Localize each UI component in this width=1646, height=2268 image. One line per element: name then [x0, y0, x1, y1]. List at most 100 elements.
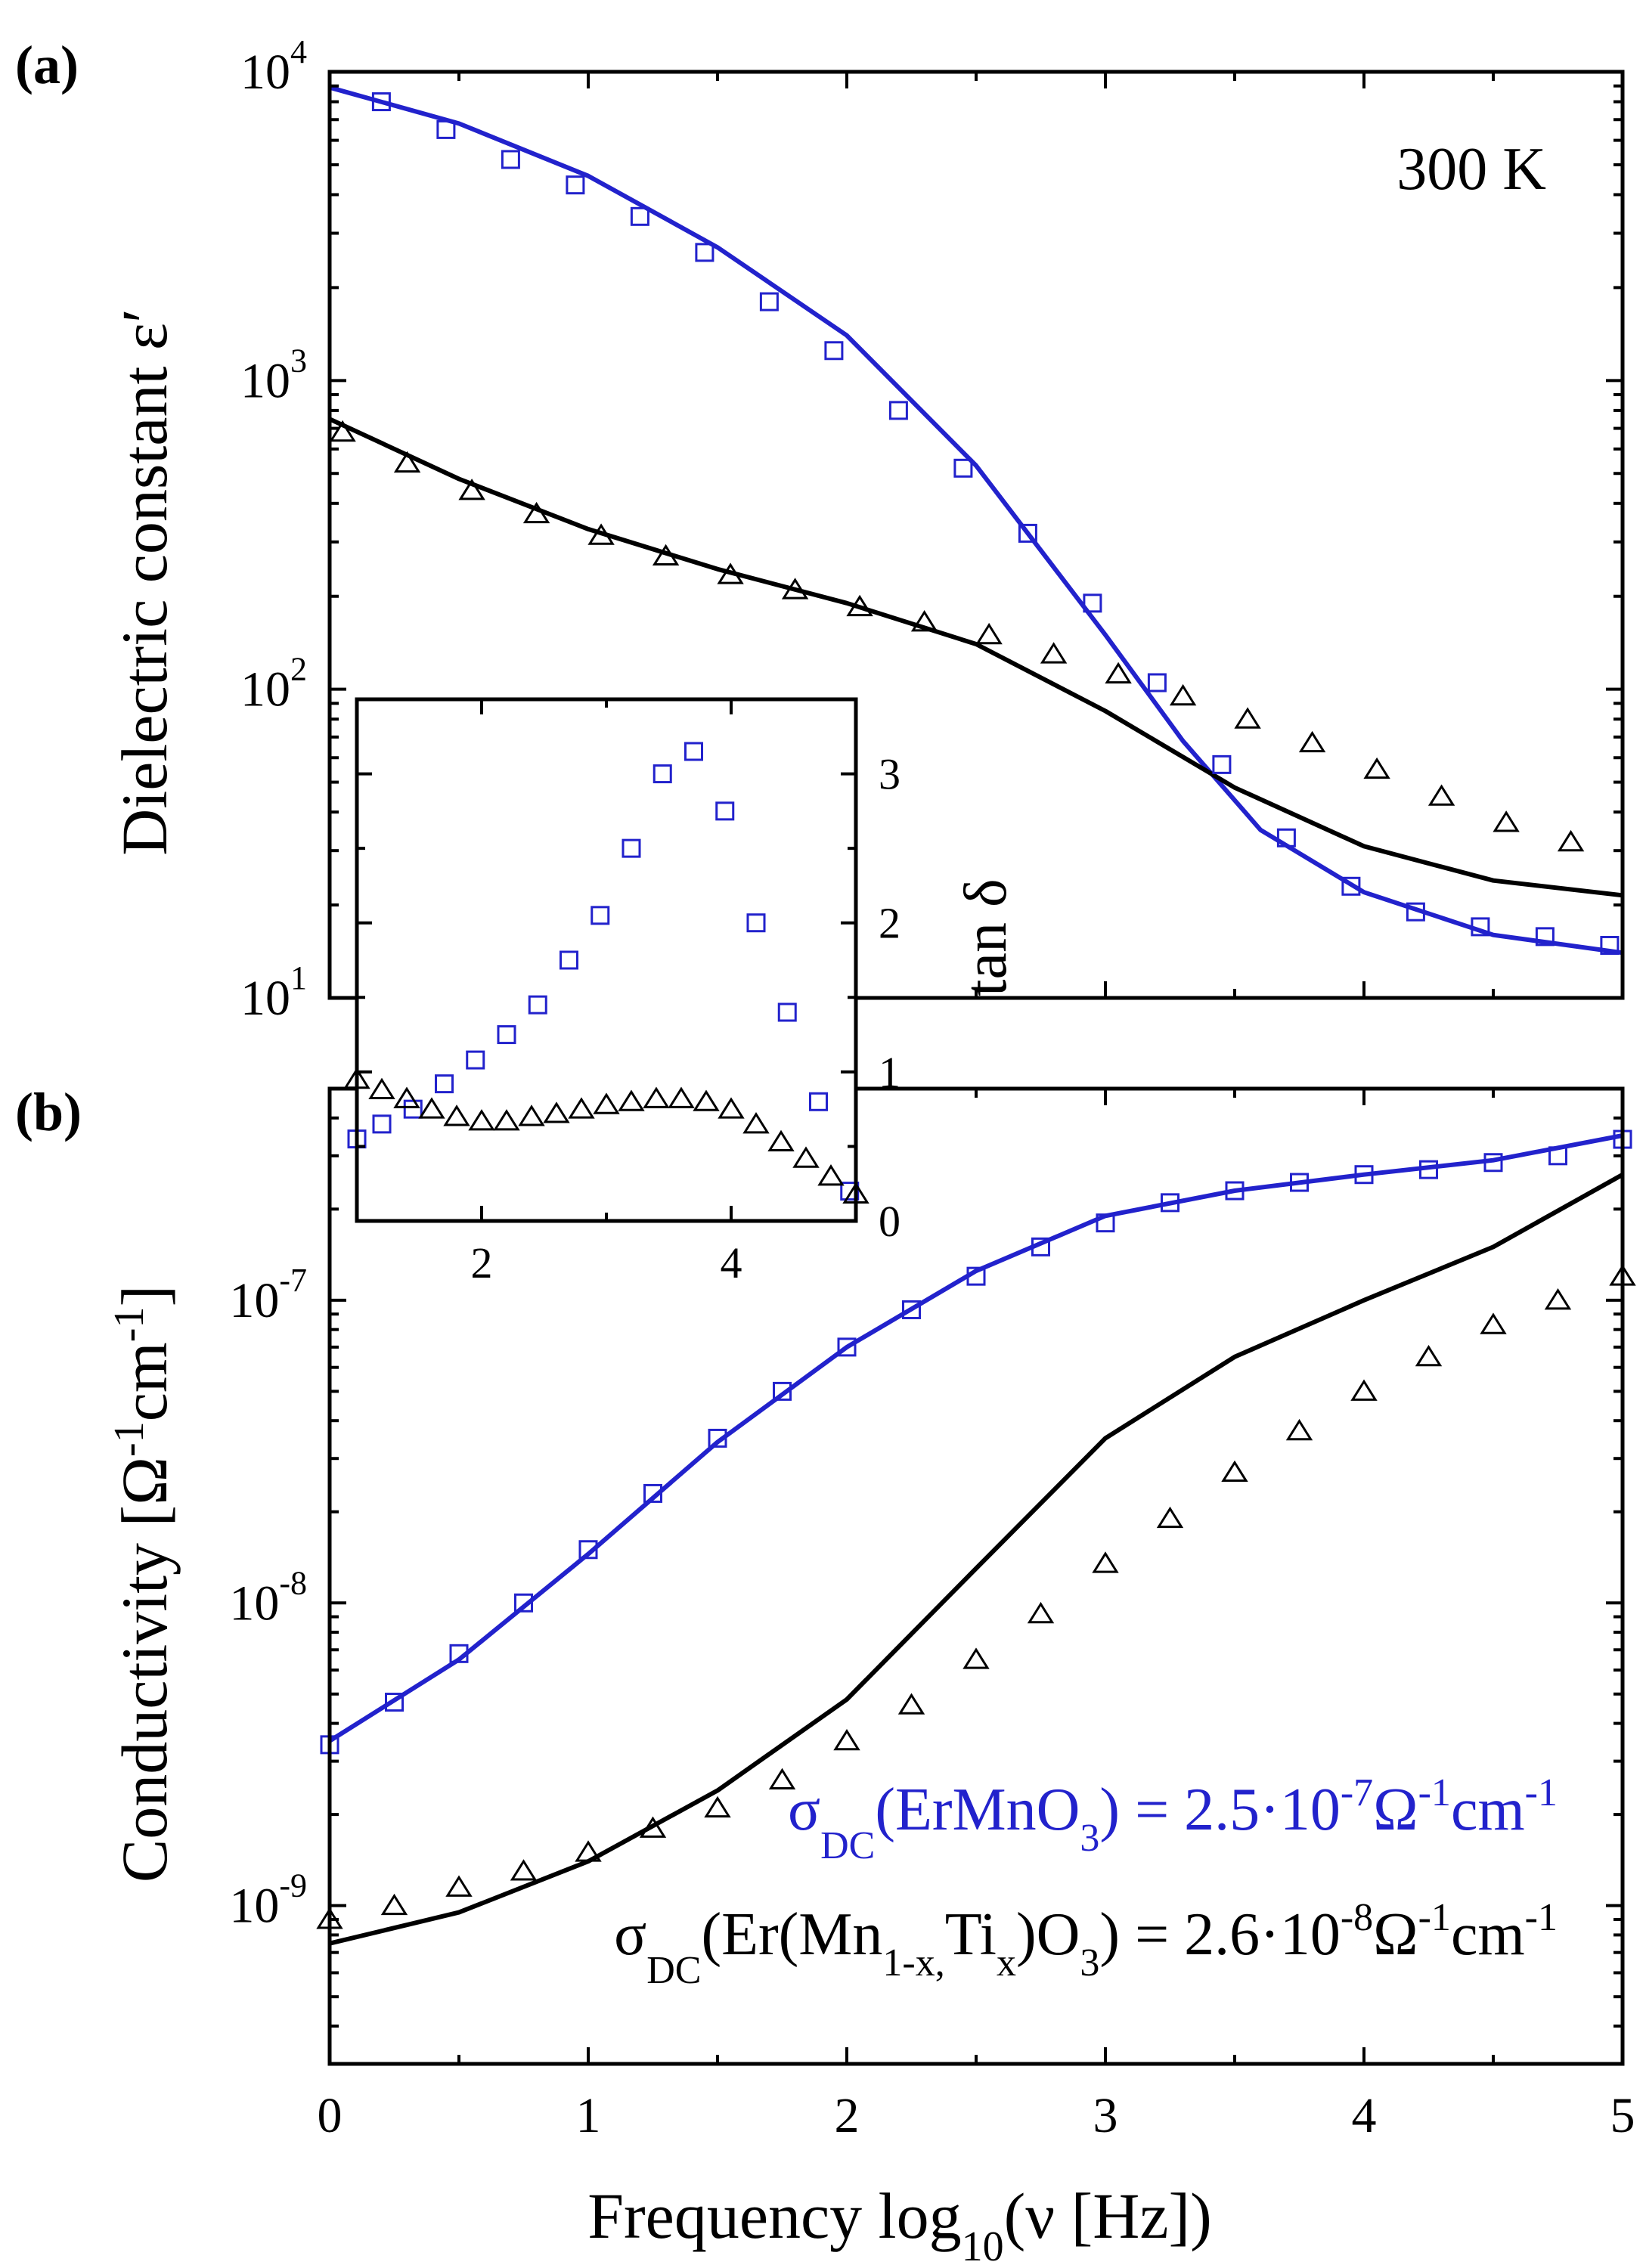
b-marker-square-8	[837, 1337, 857, 1357]
b-marker-square-4	[578, 1540, 598, 1560]
b-marker-square-10	[966, 1266, 986, 1286]
inset-marker-square-11	[684, 742, 703, 761]
inset-marker-square-1	[372, 1114, 392, 1134]
b-ytick-exp: -8	[279, 1564, 307, 1601]
inset-marker-square-3	[435, 1074, 454, 1094]
a-marker-square-0	[371, 92, 391, 112]
a-marker-triangle-8	[846, 594, 873, 617]
b-ytick-base: 10	[229, 1879, 279, 1934]
inset-marker-triangle-19	[817, 1164, 845, 1186]
b-xtick-label: 3	[1093, 2088, 1118, 2143]
inset-tan-delta: 0 1 2 3 2 4 tan δ	[343, 697, 1019, 1287]
b-marker-triangle-19	[1544, 1288, 1572, 1310]
inset-ytick-label: 1	[879, 1048, 900, 1097]
a-ytick-exp: 1	[290, 959, 307, 996]
b-marker-square-2	[449, 1644, 469, 1663]
inset-marker-triangle-12	[643, 1086, 670, 1108]
x-axis-label: Frequency log10(ν [Hz])	[587, 2180, 1212, 2268]
a-ytick-label: 102	[240, 651, 307, 717]
b-xtick-label: 0	[318, 2088, 343, 2143]
panel-b: 10-910-810-70 1 2 3 4 5 (b) Conductivity [Ω-1…	[15, 1082, 1636, 2268]
a-marker-square-8	[888, 401, 908, 420]
b-marker-square-11	[1031, 1237, 1050, 1256]
inset-marker-triangle-7	[518, 1105, 545, 1126]
inset-marker-triangle-1	[368, 1077, 395, 1100]
a-fit-line-2	[329, 85, 1623, 956]
b-marker-square-7	[773, 1381, 792, 1401]
inset-marker-triangle-2	[393, 1086, 420, 1108]
b-ytick-exp: -7	[279, 1262, 307, 1299]
a-marker-square-9	[953, 458, 973, 478]
b-marker-triangle-18	[1480, 1312, 1507, 1334]
inset-marker-triangle-14	[693, 1089, 720, 1111]
a-ytick-exp: 3	[290, 342, 307, 379]
b-marker-triangle-10	[962, 1647, 990, 1669]
a-marker-square-14	[1276, 828, 1296, 847]
b-marker-triangle-15	[1285, 1418, 1313, 1441]
b-marker-triangle-14	[1221, 1460, 1248, 1483]
a-marker-triangle-10	[975, 622, 1003, 645]
inset-ticks: 0 1 2 3 2 4	[355, 698, 900, 1287]
inset-marker-square-14	[777, 1002, 797, 1022]
b-ytick-base: 10	[229, 1576, 279, 1631]
b-xtick-label: 5	[1610, 2088, 1635, 2143]
b-marker-square-9	[902, 1300, 921, 1319]
b-xtick-label: 1	[576, 2088, 601, 2143]
a-marker-square-5	[695, 243, 715, 262]
inset-ytick-label: 0	[879, 1197, 900, 1246]
a-marker-square-4	[630, 206, 649, 226]
inset-marker-triangle-17	[767, 1129, 795, 1152]
a-marker-triangle-13	[1169, 683, 1197, 706]
b-marker-triangle-4	[575, 1840, 602, 1862]
a-marker-triangle-11	[1040, 642, 1068, 664]
b-marker-square-16	[1354, 1165, 1374, 1185]
inset-marker-square-15	[809, 1092, 828, 1111]
a-marker-square-17	[1471, 917, 1490, 937]
b-xtick-label: 4	[1352, 2088, 1377, 2143]
a-ytick-label: 103	[240, 342, 307, 408]
panel-a-ylabel: Dielectric constant ε′	[108, 308, 181, 856]
sigma-dc-ermno3-annotation: σDC(ErMnO3) = 2.5·10-7Ω-1cm-1	[788, 1771, 1558, 1867]
a-marker-square-15	[1341, 876, 1361, 896]
a-marker-square-7	[824, 341, 844, 361]
b-marker-triangle-8	[833, 1728, 860, 1751]
inset-marker-square-12	[715, 801, 735, 821]
inset-ytick-label: 3	[879, 750, 900, 799]
panel-b-ylabel: Conductivity [Ω-1cm-1]	[106, 1285, 181, 1882]
b-marker-triangle-17	[1415, 1344, 1443, 1367]
b-marker-square-3	[514, 1593, 533, 1613]
a-marker-square-2	[501, 150, 520, 169]
inset-marker-triangle-4	[443, 1105, 470, 1126]
a-marker-triangle-19	[1557, 829, 1585, 852]
inset-ylabel: tan δ	[953, 878, 1019, 996]
b-fit-line-3	[329, 1173, 1624, 1946]
a-marker-triangle-6	[717, 562, 744, 584]
a-marker-triangle-14	[1234, 707, 1261, 729]
inset-marker-square-9	[622, 838, 641, 858]
inset-marker-triangle-11	[618, 1089, 645, 1111]
a-ytick-base: 10	[240, 45, 290, 100]
b-marker-triangle-3	[510, 1859, 538, 1881]
a-marker-triangle-9	[910, 610, 938, 632]
b-ytick-exp: -9	[279, 1867, 307, 1904]
a-marker-triangle-12	[1105, 662, 1132, 684]
inset-marker-triangle-8	[543, 1101, 570, 1123]
a-marker-square-11	[1083, 593, 1102, 613]
inset-marker-square-5	[497, 1025, 516, 1045]
b-marker-triangle-7	[768, 1768, 796, 1789]
a-marker-square-6	[759, 292, 779, 311]
b-marker-triangle-6	[704, 1796, 731, 1818]
a-marker-triangle-18	[1493, 810, 1520, 832]
a-ytick-base: 10	[240, 662, 290, 717]
inset-marker-triangle-3	[418, 1097, 445, 1119]
b-marker-triangle-9	[897, 1693, 925, 1715]
b-marker-square-15	[1290, 1173, 1309, 1192]
inset-marker-triangle-5	[468, 1109, 495, 1131]
inset-marker-square-8	[591, 906, 610, 925]
a-marker-triangle-15	[1298, 730, 1326, 753]
panel-b-ticks: 10-910-810-70 1 2 3 4 5	[229, 1087, 1635, 2143]
panel-b-fit-lines	[328, 1133, 1624, 1946]
a-marker-triangle-0	[329, 420, 356, 442]
b-marker-triangle-2	[445, 1875, 473, 1897]
